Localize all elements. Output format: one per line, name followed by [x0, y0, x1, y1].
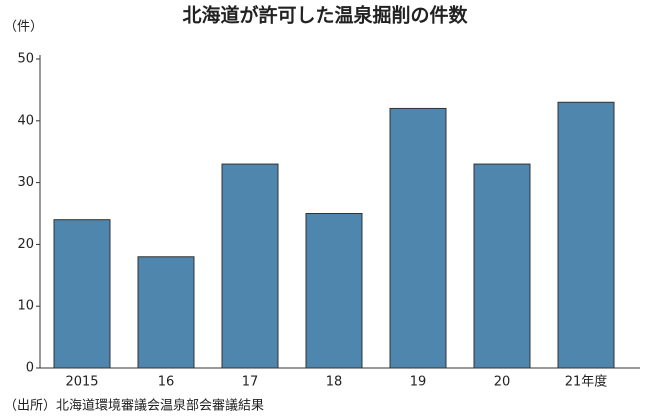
- y-tick-label: 10: [17, 299, 34, 314]
- y-tick-label: 50: [17, 52, 34, 67]
- y-tick-label: 40: [17, 113, 34, 128]
- x-tick-label: 18: [326, 375, 343, 390]
- bar: [221, 163, 279, 369]
- bar: [557, 101, 615, 369]
- x-tick-label: 17: [242, 375, 259, 390]
- bar: [53, 219, 111, 369]
- bar: [137, 256, 195, 369]
- chart-title: 北海道が許可した温泉掘削の件数: [182, 4, 468, 27]
- source-note: （出所）北海道環境審議会温泉部会審議結果: [4, 398, 264, 414]
- x-tick-label: 16: [158, 375, 175, 390]
- x-tick-label: 2015: [65, 375, 98, 390]
- y-tick-label: 30: [17, 175, 34, 190]
- bar: [305, 213, 363, 369]
- x-tick-label: 19: [410, 375, 427, 390]
- x-tick-label: 20: [494, 375, 511, 390]
- bar: [389, 107, 447, 369]
- y-tick-label: 20: [17, 237, 34, 252]
- bar: [473, 163, 531, 369]
- x-tick-label: 21年度: [565, 374, 608, 390]
- y-tick-label: 0: [26, 361, 34, 376]
- y-axis-label: （件）: [4, 20, 43, 35]
